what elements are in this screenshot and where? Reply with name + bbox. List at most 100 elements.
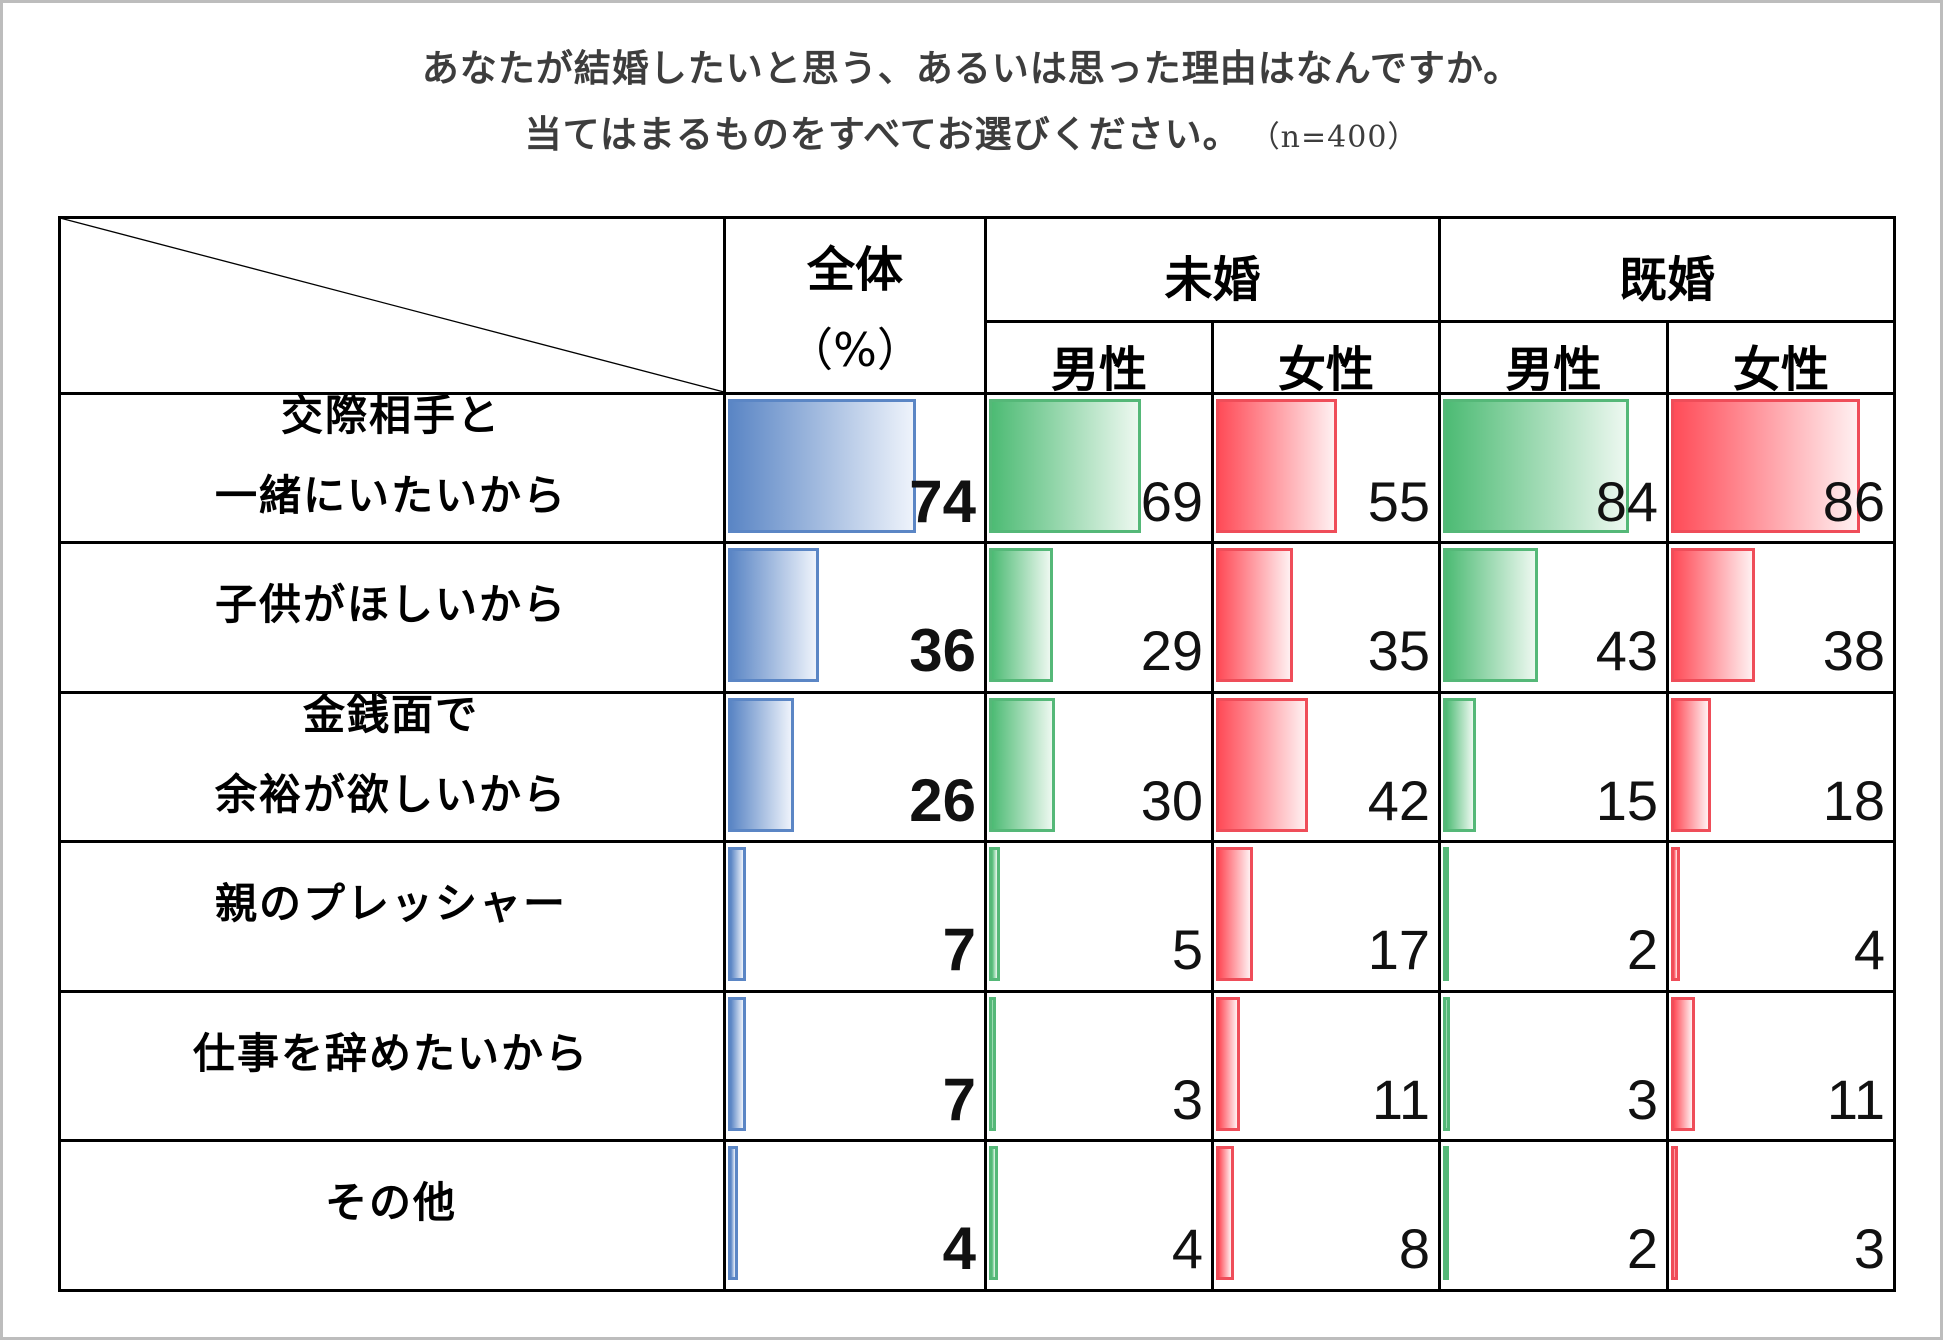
bar-unmarried-male xyxy=(989,548,1053,682)
value-overall: 7 xyxy=(942,916,976,983)
value-overall: 4 xyxy=(942,1215,976,1282)
bar-overall xyxy=(728,399,916,533)
value-unmarried-male: 69 xyxy=(1140,470,1203,533)
col-divider-married xyxy=(1438,216,1441,1292)
table-border-right xyxy=(1893,216,1896,1292)
row-divider-5 xyxy=(58,1139,1896,1142)
bar-married-male xyxy=(1443,1146,1449,1280)
bar-married-male xyxy=(1443,399,1629,533)
bar-overall xyxy=(728,847,746,981)
value-married-male: 2 xyxy=(1626,1217,1658,1280)
value-unmarried-female: 11 xyxy=(1371,1068,1430,1131)
row-label: 子供がほしいから xyxy=(58,565,724,645)
bar-unmarried-male xyxy=(989,1146,998,1280)
row-label: 金銭面で余裕が欲しいから xyxy=(58,675,724,835)
value-married-female: 3 xyxy=(1853,1217,1885,1280)
bar-unmarried-male xyxy=(989,847,1000,981)
bar-married-male xyxy=(1443,997,1450,1131)
header-unmarried-female: 女性 xyxy=(1277,342,1374,398)
bar-married-female xyxy=(1671,548,1755,682)
row-label-line: 金銭面で xyxy=(302,690,479,739)
value-overall: 74 xyxy=(909,468,976,535)
row-label-line: 子供がほしいから xyxy=(214,580,567,629)
row-label-line: 仕事を辞めたいから xyxy=(192,1029,589,1078)
value-married-male: 43 xyxy=(1595,619,1658,682)
bar-unmarried-female xyxy=(1216,1146,1234,1280)
header-unmarried-male: 男性 xyxy=(1050,342,1147,398)
value-married-male: 84 xyxy=(1595,470,1658,533)
row-divider-2 xyxy=(58,691,1896,694)
col-divider-overall xyxy=(723,216,726,1292)
value-married-female: 4 xyxy=(1853,918,1885,981)
value-overall: 36 xyxy=(909,617,976,684)
results-table: 全体 （%） 未婚 既婚 男性 女性 男性 女性 交際相手と 一緒にいたいから 74… xyxy=(58,216,1896,1292)
bar-overall xyxy=(728,1146,738,1280)
bar-unmarried-female xyxy=(1216,399,1337,533)
value-overall: 26 xyxy=(909,767,976,834)
value-overall: 7 xyxy=(942,1066,976,1133)
chart-title-line2: 当てはまるものをすべてお選びください。 （n=400） xyxy=(0,104,1943,158)
row-label-line: 交際相手と xyxy=(280,391,501,440)
value-unmarried-male: 30 xyxy=(1140,769,1203,832)
sample-size: （n=400） xyxy=(1264,120,1419,155)
row-label: 仕事を辞めたいから xyxy=(58,1014,724,1094)
value-married-male: 15 xyxy=(1595,769,1658,832)
value-married-female: 86 xyxy=(1822,470,1885,533)
table-border-top xyxy=(58,216,1896,219)
col-divider-married-sex xyxy=(1666,320,1669,1292)
bar-overall xyxy=(728,548,819,682)
value-unmarried-female: 17 xyxy=(1367,918,1430,981)
row-label: その他 xyxy=(58,1163,724,1243)
header-bottom-line xyxy=(58,392,1896,395)
row-label: 交際相手と一緒にいたいから xyxy=(58,376,724,536)
col-divider-unmarried-sex xyxy=(1211,320,1214,1292)
bar-unmarried-male xyxy=(989,399,1141,533)
bar-married-female xyxy=(1671,847,1680,981)
row-divider-4 xyxy=(58,990,1896,993)
header-married-male: 男性 xyxy=(1505,342,1602,398)
bar-married-female xyxy=(1671,698,1711,832)
bar-married-male xyxy=(1443,548,1538,682)
col-divider-unmarried xyxy=(984,216,987,1292)
bar-unmarried-female xyxy=(1216,997,1240,1131)
value-married-female: 18 xyxy=(1822,769,1885,832)
table-border-left xyxy=(58,216,61,1292)
bar-married-female xyxy=(1671,399,1860,533)
value-unmarried-female: 42 xyxy=(1367,769,1430,832)
chart-title-line2-text: 当てはまるものをすべてお選びください。 xyxy=(524,113,1241,156)
value-unmarried-female: 8 xyxy=(1398,1217,1430,1280)
row-label-line: 余裕が欲しいから xyxy=(214,770,567,819)
value-unmarried-female: 55 xyxy=(1367,470,1430,533)
bar-unmarried-male xyxy=(989,698,1055,832)
row-label-line: 親のプレッシャー xyxy=(214,879,567,928)
value-unmarried-female: 35 xyxy=(1367,619,1430,682)
header-unmarried: 未婚 xyxy=(1164,252,1261,308)
bar-overall xyxy=(728,698,794,832)
bar-unmarried-female xyxy=(1216,698,1308,832)
bar-unmarried-female xyxy=(1216,847,1253,981)
row-label-line: 一緒にいたいから xyxy=(214,471,567,520)
value-unmarried-male: 29 xyxy=(1140,619,1203,682)
bar-unmarried-female xyxy=(1216,548,1293,682)
header-married: 既婚 xyxy=(1618,252,1715,308)
row-divider-1 xyxy=(58,541,1896,544)
header-overall: 全体 xyxy=(806,242,903,298)
chart-title-line1: あなたが結婚したいと思う、あるいは思った理由はなんですか。 xyxy=(421,47,1522,90)
value-married-female: 11 xyxy=(1826,1068,1885,1131)
value-unmarried-male: 4 xyxy=(1171,1217,1203,1280)
bar-overall xyxy=(728,997,746,1131)
header-overall-unit: （%） xyxy=(787,323,923,377)
value-married-male: 3 xyxy=(1626,1068,1658,1131)
bar-married-female xyxy=(1671,1146,1678,1280)
value-married-male: 2 xyxy=(1626,918,1658,981)
value-unmarried-male: 3 xyxy=(1171,1068,1203,1131)
header-diagonal xyxy=(59,217,725,393)
header-subdivider xyxy=(984,320,1896,323)
bar-married-male xyxy=(1443,698,1476,832)
bar-married-male xyxy=(1443,847,1449,981)
value-married-female: 38 xyxy=(1822,619,1885,682)
row-divider-3 xyxy=(58,840,1896,843)
table-border-bottom xyxy=(58,1289,1896,1292)
bar-unmarried-male xyxy=(989,997,996,1131)
value-unmarried-male: 5 xyxy=(1171,918,1203,981)
